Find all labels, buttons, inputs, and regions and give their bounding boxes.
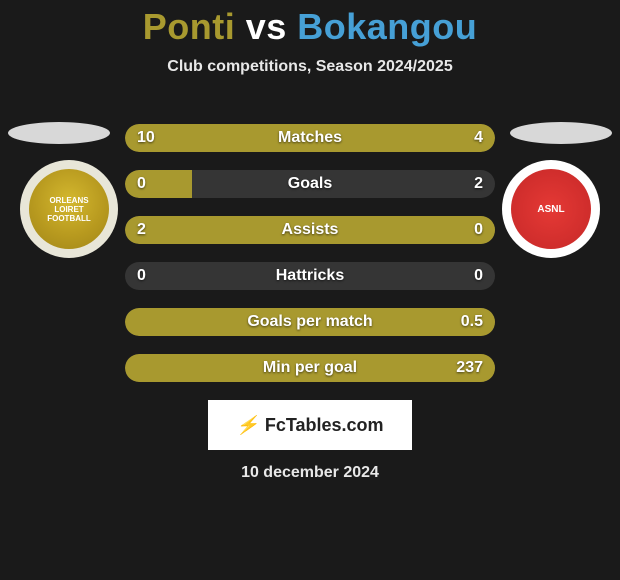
stat-row: 10Matches4 — [125, 124, 495, 152]
page-title: Ponti vs Bokangou — [0, 0, 620, 48]
subtitle: Club competitions, Season 2024/2025 — [0, 58, 620, 76]
team-logo-left-inner: ORLEANS LOIRET FOOTBALL — [29, 169, 109, 249]
stat-row: Goals per match0.5 — [125, 308, 495, 336]
team-logo-left-text-mid: LOIRET — [54, 205, 83, 214]
stat-value-right: 237 — [456, 354, 483, 382]
stat-value-right: 0 — [474, 262, 483, 290]
team-logo-right: ASNL — [502, 160, 600, 258]
stat-row: 0Hattricks0 — [125, 262, 495, 290]
stat-row: Min per goal237 — [125, 354, 495, 382]
comparison-content: ORLEANS LOIRET FOOTBALL ASNL 10Matches4 0… — [0, 124, 620, 482]
stat-label: Goals per match — [125, 308, 495, 336]
title-right-name: Bokangou — [297, 6, 477, 47]
stat-value-right: 0 — [474, 216, 483, 244]
team-logo-left-text-top: ORLEANS — [49, 196, 88, 205]
stat-label: Matches — [125, 124, 495, 152]
team-logo-left-text-bot: FOOTBALL — [47, 214, 91, 223]
stat-label: Goals — [125, 170, 495, 198]
title-left-name: Ponti — [143, 6, 235, 47]
stat-label: Min per goal — [125, 354, 495, 382]
brand-box[interactable]: ⚡ FcTables.com — [208, 400, 412, 450]
team-logo-right-inner: ASNL — [511, 169, 591, 249]
stat-row: 2Assists0 — [125, 216, 495, 244]
title-vs: vs — [235, 6, 297, 47]
team-logo-right-text: ASNL — [537, 204, 564, 215]
decor-ellipse-right — [510, 122, 612, 144]
stat-label: Hattricks — [125, 262, 495, 290]
stat-bars: 10Matches40Goals22Assists00Hattricks0Goa… — [125, 124, 495, 382]
date-label: 10 december 2024 — [0, 464, 620, 482]
stat-label: Assists — [125, 216, 495, 244]
brand-icon: ⚡ — [236, 415, 258, 436]
stat-value-right: 4 — [474, 124, 483, 152]
decor-ellipse-left — [8, 122, 110, 144]
stat-value-right: 2 — [474, 170, 483, 198]
brand-text: FcTables.com — [265, 415, 384, 436]
team-logo-left: ORLEANS LOIRET FOOTBALL — [20, 160, 118, 258]
stat-row: 0Goals2 — [125, 170, 495, 198]
stat-value-right: 0.5 — [461, 308, 483, 336]
